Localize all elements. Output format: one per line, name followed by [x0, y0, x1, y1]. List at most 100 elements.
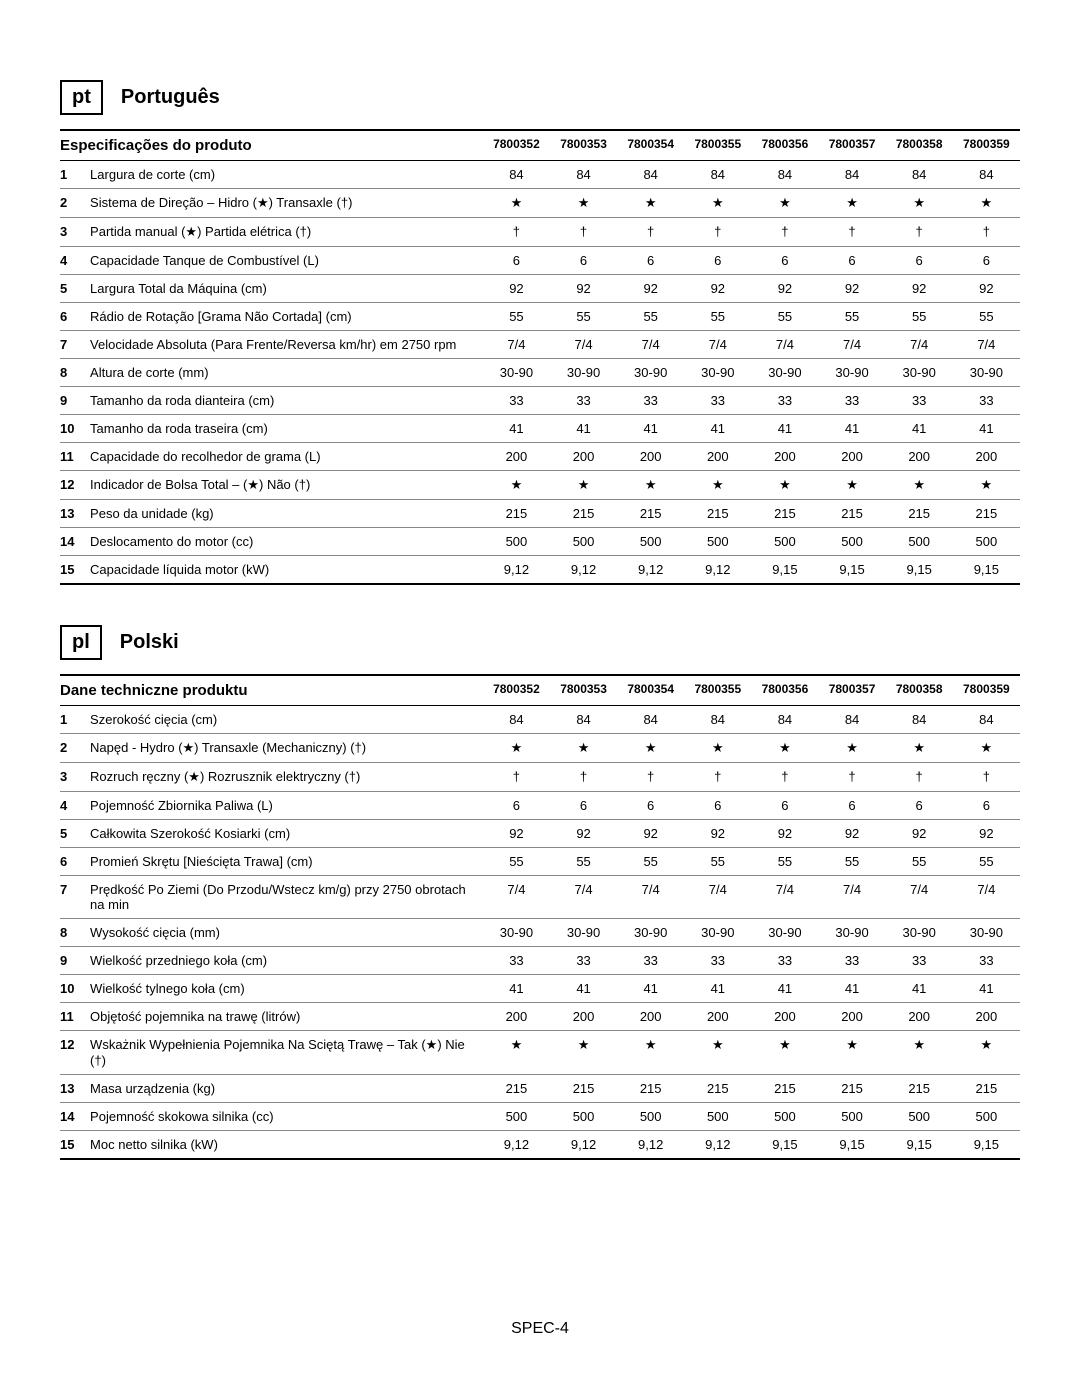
row-value: 84 — [886, 161, 953, 189]
row-value: 9,15 — [818, 556, 885, 585]
row-number: 12 — [60, 1031, 86, 1075]
table-row: 12Wskażnik Wypełnienia Pojemnika Na Scię… — [60, 1031, 1020, 1075]
row-value: 215 — [550, 500, 617, 528]
row-value: 200 — [483, 1003, 550, 1031]
table-row: 3Partida manual (★) Partida elétrica (†)… — [60, 218, 1020, 247]
row-value: 92 — [886, 275, 953, 303]
row-value: 55 — [617, 303, 684, 331]
row-value: 30-90 — [751, 919, 818, 947]
row-number: 6 — [60, 848, 86, 876]
row-value: 55 — [886, 848, 953, 876]
row-value: ★ — [483, 1031, 550, 1075]
row-value: ★ — [684, 734, 751, 763]
row-value: 215 — [818, 500, 885, 528]
row-value: 41 — [953, 975, 1020, 1003]
row-value: 7/4 — [886, 331, 953, 359]
row-value: 9,12 — [483, 1131, 550, 1160]
row-label: Deslocamento do motor (cc) — [86, 528, 483, 556]
lang-header-pt: pt Português — [60, 80, 1020, 115]
row-label: Napęd - Hydro (★) Transaxle (Mechaniczny… — [86, 734, 483, 763]
row-value: 500 — [886, 1103, 953, 1131]
section-pt: pt Português Especificações do produto 7… — [60, 80, 1020, 585]
row-value: 215 — [953, 500, 1020, 528]
row-value: ★ — [751, 1031, 818, 1075]
row-value: † — [483, 763, 550, 792]
row-value: 9,12 — [617, 1131, 684, 1160]
model-col-6: 7800358 — [886, 675, 953, 706]
row-value: 84 — [953, 161, 1020, 189]
row-value: † — [684, 218, 751, 247]
row-label: Tamanho da roda dianteira (cm) — [86, 387, 483, 415]
row-value: † — [617, 218, 684, 247]
spec-table-body-pl: 1Szerokość cięcia (cm)84848484848484842N… — [60, 706, 1020, 1160]
table-row: 10Tamanho da roda traseira (cm)414141414… — [60, 415, 1020, 443]
row-value: 84 — [617, 161, 684, 189]
row-label: Masa urządzenia (kg) — [86, 1075, 483, 1103]
table-header-row: Especificações do produto 7800352 780035… — [60, 130, 1020, 161]
spec-table-body-pt: 1Largura de corte (cm)84848484848484842S… — [60, 161, 1020, 585]
row-value: 55 — [886, 303, 953, 331]
row-value: 500 — [684, 1103, 751, 1131]
row-value: 500 — [751, 1103, 818, 1131]
row-value: 41 — [617, 975, 684, 1003]
lang-header-pl: pl Polski — [60, 625, 1020, 660]
row-value: 33 — [617, 947, 684, 975]
row-value: 30-90 — [886, 919, 953, 947]
row-value: 9,15 — [886, 556, 953, 585]
row-value: 9,15 — [953, 1131, 1020, 1160]
row-value: 55 — [617, 848, 684, 876]
lang-code-box: pt — [60, 80, 103, 115]
table-row: 11Objętość pojemnika na trawę (litrów)20… — [60, 1003, 1020, 1031]
row-value: † — [953, 763, 1020, 792]
table-title: Dane techniczne produktu — [60, 675, 483, 706]
row-number: 8 — [60, 919, 86, 947]
row-value: 6 — [684, 247, 751, 275]
row-number: 7 — [60, 331, 86, 359]
row-value: 6 — [953, 247, 1020, 275]
row-value: 30-90 — [483, 919, 550, 947]
row-value: 55 — [953, 848, 1020, 876]
row-value: 500 — [751, 528, 818, 556]
model-col-0: 7800352 — [483, 675, 550, 706]
row-value: 7/4 — [617, 331, 684, 359]
row-value: † — [483, 218, 550, 247]
model-col-1: 7800353 — [550, 130, 617, 161]
table-row: 2Sistema de Direção – Hidro (★) Transaxl… — [60, 189, 1020, 218]
lang-code-box: pl — [60, 625, 102, 660]
row-number: 15 — [60, 1131, 86, 1160]
row-value: 30-90 — [550, 359, 617, 387]
row-value: 200 — [550, 1003, 617, 1031]
row-value: 55 — [483, 848, 550, 876]
row-label: Velocidade Absoluta (Para Frente/Reversa… — [86, 331, 483, 359]
row-number: 14 — [60, 528, 86, 556]
row-value: ★ — [818, 734, 885, 763]
row-value: ★ — [617, 1031, 684, 1075]
row-number: 9 — [60, 387, 86, 415]
row-value: 84 — [818, 161, 885, 189]
row-value: 9,12 — [550, 1131, 617, 1160]
row-value: ★ — [550, 734, 617, 763]
row-value: 33 — [818, 947, 885, 975]
table-row: 7Prędkość Po Ziemi (Do Przodu/Wstecz km/… — [60, 876, 1020, 919]
row-label: Objętość pojemnika na trawę (litrów) — [86, 1003, 483, 1031]
row-value: 41 — [751, 415, 818, 443]
row-value: 7/4 — [550, 876, 617, 919]
row-value: 55 — [550, 303, 617, 331]
row-value: 92 — [617, 820, 684, 848]
row-value: 200 — [684, 443, 751, 471]
row-label: Altura de corte (mm) — [86, 359, 483, 387]
row-value: 7/4 — [886, 876, 953, 919]
row-number: 5 — [60, 275, 86, 303]
model-col-2: 7800354 — [617, 130, 684, 161]
row-value: 9,15 — [751, 1131, 818, 1160]
row-label: Prędkość Po Ziemi (Do Przodu/Wstecz km/g… — [86, 876, 483, 919]
row-value: 500 — [953, 528, 1020, 556]
row-value: 7/4 — [550, 331, 617, 359]
table-row: 13Masa urządzenia (kg)215215215215215215… — [60, 1075, 1020, 1103]
row-value: 30-90 — [483, 359, 550, 387]
row-value: 6 — [550, 792, 617, 820]
row-value: 215 — [483, 1075, 550, 1103]
row-value: 33 — [483, 387, 550, 415]
row-value: 7/4 — [953, 331, 1020, 359]
row-value: ★ — [818, 471, 885, 500]
